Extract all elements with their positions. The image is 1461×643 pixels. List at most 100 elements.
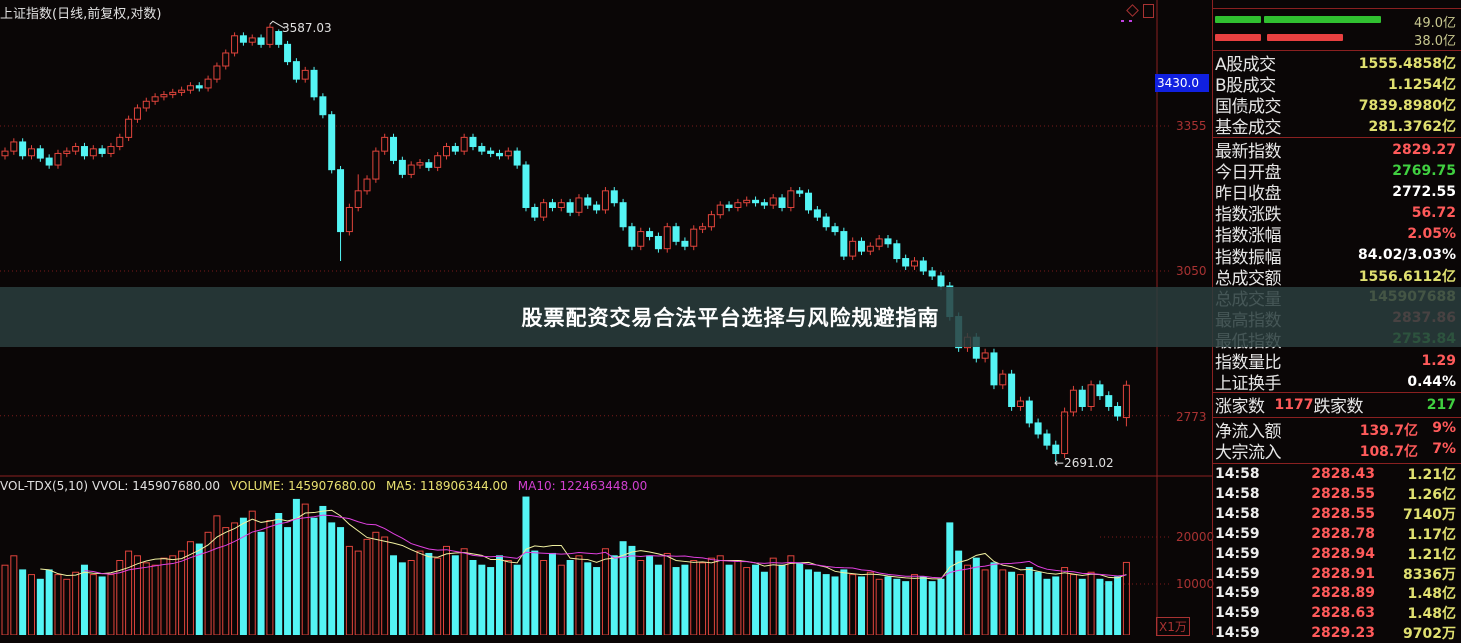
candle-up: [557, 202, 565, 208]
volume-bar-down: [610, 555, 618, 635]
stat-label: 上证换手: [1215, 374, 1282, 395]
candle-down: [990, 352, 998, 386]
tick-price: 2828.78: [1311, 525, 1375, 542]
title-banner: 股票配资交易合法平台选择与风险规避指南: [0, 287, 1461, 347]
banner-text: 股票配资交易合法平台选择与风险规避指南: [521, 306, 940, 330]
candle-up: [354, 190, 362, 208]
candle-down: [337, 169, 345, 233]
candle-down: [1078, 389, 1086, 407]
candle-down: [937, 275, 945, 287]
candle-down: [310, 69, 318, 98]
volume-value: VOLUME: 145907680.00: [230, 479, 376, 493]
volume-bar-down: [831, 576, 839, 635]
volume-bar-down: [390, 555, 398, 635]
breadth-row: 涨家数 1177 跌家数 217: [1215, 394, 1456, 418]
candle-up: [1069, 389, 1077, 413]
volume-bar-down: [628, 545, 636, 635]
current-price-marker: 3430.0: [1155, 74, 1209, 92]
candle-down: [1105, 395, 1113, 407]
candle-up: [169, 91, 177, 96]
candle-down: [672, 226, 680, 242]
tick-volume: 1.26亿: [1407, 486, 1456, 503]
volume-bar-down: [98, 576, 106, 635]
candle-down: [681, 240, 689, 247]
candle-down: [858, 240, 866, 252]
volume-bar-down: [681, 564, 689, 635]
flow-amount: 108.7亿: [1359, 443, 1418, 460]
stat-label: 今日开盘: [1215, 163, 1282, 184]
candle-up: [601, 190, 609, 211]
volume-bar-down: [1034, 571, 1042, 635]
candle-up: [699, 226, 707, 230]
candle-up: [1016, 400, 1024, 407]
tick-volume: 1.48亿: [1407, 586, 1456, 603]
candle-up: [107, 146, 115, 154]
volume-bar-down: [796, 562, 804, 635]
volume-bar-up: [663, 552, 671, 635]
turnover-row: A股成交 1555.4858亿: [1215, 52, 1456, 75]
volume-bar-down: [487, 567, 495, 635]
window-icon[interactable]: [1143, 4, 1154, 18]
volume-bar-up: [540, 560, 548, 635]
candle-up: [434, 155, 442, 168]
volume-indicator-name[interactable]: VOL-TDX(5,10): [0, 479, 89, 493]
candle-down: [1096, 384, 1104, 397]
volume-bar-down: [1078, 578, 1086, 635]
volume-bar-down: [813, 571, 821, 635]
stat-value: 1.29: [1421, 352, 1456, 369]
bar-value: 49.0亿: [1414, 16, 1456, 31]
stat-row: 总成交额 1556.6112亿: [1215, 266, 1456, 289]
volume-tick: 10000: [1176, 577, 1215, 591]
stat-value: 84.02/3.03%: [1358, 247, 1456, 263]
candle-up: [160, 94, 168, 98]
turnover-value: 281.3762亿: [1368, 118, 1456, 135]
tick-row: 14:58 2828.43 1.21亿: [1215, 464, 1456, 484]
candle-up: [875, 238, 883, 247]
stat-value: 56.72: [1411, 204, 1456, 221]
tick-row: 14:59 2828.94 1.21亿: [1215, 544, 1456, 564]
candle-up: [186, 85, 194, 91]
tick-price: 2829.23: [1311, 625, 1375, 642]
ma5-value: MA5: 118906344.00: [385, 479, 508, 493]
candle-up: [707, 214, 715, 228]
candle-down: [919, 260, 927, 272]
tick-row: 14:59 2829.23 9702万: [1215, 623, 1456, 643]
candle-up: [663, 226, 671, 250]
price-tick: 3050: [1176, 264, 1207, 278]
volume-bar-up: [160, 557, 168, 635]
volume-bar-down: [522, 496, 530, 635]
tick-volume: 1.48亿: [1407, 606, 1456, 623]
volume-bar-down: [495, 555, 503, 635]
stat-label: 指数量比: [1215, 353, 1282, 373]
tick-time: 14:58: [1215, 485, 1260, 502]
volume-bar-up: [27, 574, 35, 635]
volume-bar-up: [787, 555, 795, 635]
candle-up: [460, 136, 468, 152]
candle-down: [893, 243, 901, 260]
volume-bar-down: [884, 576, 892, 635]
stat-label: 最新指数: [1215, 142, 1282, 162]
kline-chart[interactable]: [0, 0, 1212, 635]
candle-down: [566, 202, 574, 213]
candle-up: [743, 199, 751, 204]
candle-down: [239, 35, 247, 43]
turnover-row: 国债成交 7839.8980亿: [1215, 94, 1456, 117]
tick-time: 14:59: [1215, 565, 1260, 582]
volume-bar-up: [10, 555, 18, 635]
candle-up: [1122, 384, 1130, 419]
flow-label: 净流入额: [1215, 422, 1282, 442]
sell-bar-left: [1215, 16, 1261, 23]
volume-bar-down: [275, 513, 283, 635]
quote-panel: 49.0亿 38.0亿 A股成交 1555.4858亿 B股成交 1.1254亿 国债成…: [1212, 0, 1461, 642]
volume-bar-up: [734, 560, 742, 635]
tick-volume: 7140万: [1403, 506, 1456, 523]
candle-up: [345, 206, 353, 233]
volume-bar-down: [1052, 576, 1060, 635]
candle-down: [805, 192, 813, 211]
candle-down: [478, 146, 486, 152]
candle-down: [1025, 400, 1033, 424]
stat-row: 上证换手 0.44%: [1215, 371, 1456, 395]
volume-bar-down: [1043, 578, 1051, 635]
tick-time: 14:59: [1215, 625, 1260, 642]
candle-down: [1114, 405, 1122, 417]
